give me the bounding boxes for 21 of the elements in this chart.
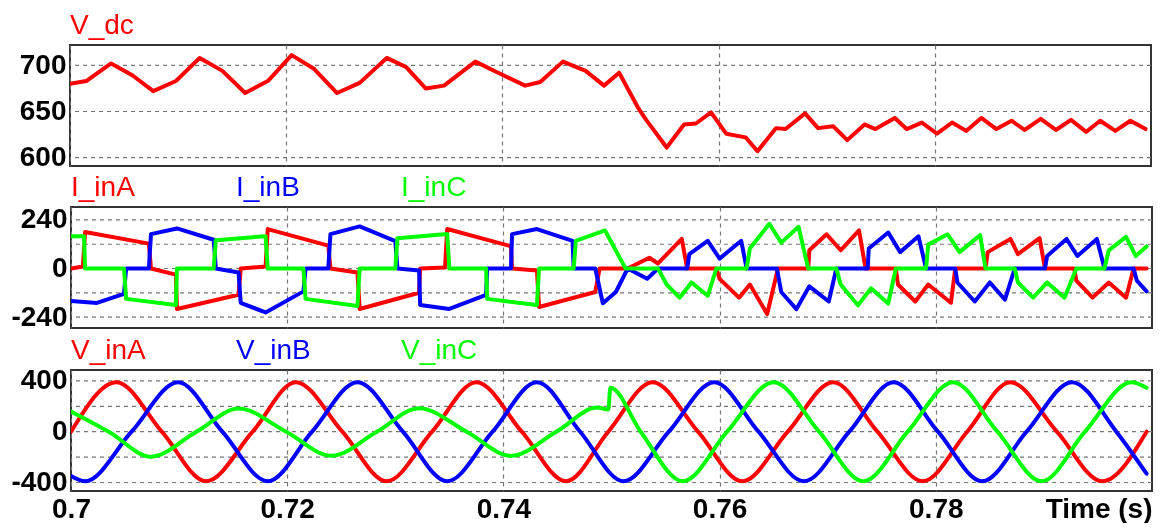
x-tick-label: 0.72 <box>260 492 315 524</box>
series-label: V_inC <box>401 334 478 365</box>
series-label: V_inA <box>71 334 147 365</box>
x-tick-label: 0.74 <box>476 492 532 524</box>
series-label: I_inB <box>236 171 300 202</box>
series-label: I_inC <box>401 171 467 202</box>
line-series <box>70 53 1148 154</box>
x-axis-title: Time (s) <box>1045 492 1153 524</box>
y-tick-label: 650 <box>19 95 67 126</box>
y-tick-label: 600 <box>19 141 67 173</box>
y-tick-label: 0 <box>51 252 68 284</box>
y-tick-label: 700 <box>19 48 67 80</box>
y-tick-label: 240 <box>20 203 68 235</box>
x-tick-label: 0.76 <box>692 492 748 524</box>
series-label: V_inB <box>236 334 311 365</box>
x-tick-label: 0.78 <box>909 492 964 524</box>
series-label: V_dc <box>70 9 134 40</box>
y-tick-label: 0 <box>51 415 68 447</box>
series-label: I_inA <box>71 171 136 202</box>
y-tick-label: -240 <box>11 300 68 332</box>
y-tick-label: 400 <box>20 364 68 396</box>
